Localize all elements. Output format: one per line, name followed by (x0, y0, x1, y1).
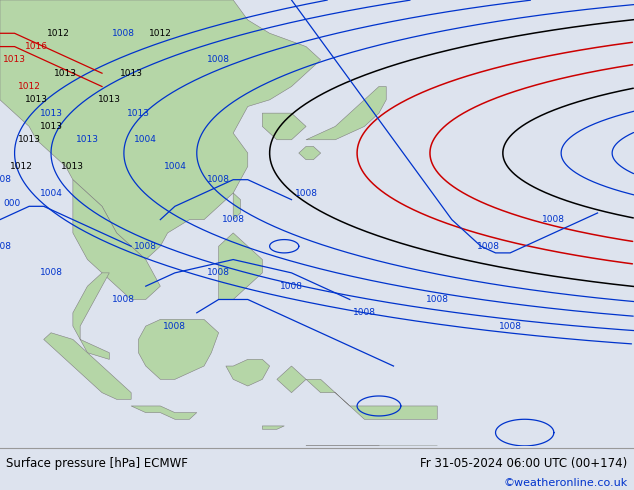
Text: 1008: 1008 (222, 215, 245, 224)
Text: 1008: 1008 (426, 295, 449, 304)
Text: 1013: 1013 (98, 96, 121, 104)
Text: 1013: 1013 (61, 162, 84, 171)
Text: 1004: 1004 (164, 162, 186, 171)
Text: 000: 000 (4, 199, 21, 208)
Text: Fr 31-05-2024 06:00 UTC (00+174): Fr 31-05-2024 06:00 UTC (00+174) (420, 457, 628, 469)
Text: 1008: 1008 (207, 269, 230, 277)
Text: 1008: 1008 (295, 189, 318, 197)
Text: 1013: 1013 (54, 69, 77, 78)
Text: 1013: 1013 (76, 135, 99, 144)
Text: 1004: 1004 (39, 189, 62, 197)
Text: 1008: 1008 (498, 321, 522, 331)
Text: 1012: 1012 (47, 29, 70, 38)
Text: 1004: 1004 (134, 135, 157, 144)
Text: 1012: 1012 (10, 162, 34, 171)
Text: 1008: 1008 (542, 215, 566, 224)
Text: 1013: 1013 (25, 96, 48, 104)
Text: 1008: 1008 (0, 242, 11, 251)
Text: 1012: 1012 (149, 29, 172, 38)
Text: 1008: 1008 (353, 308, 376, 318)
Text: ©weatheronline.co.uk: ©weatheronline.co.uk (503, 478, 628, 488)
Text: 1008: 1008 (0, 175, 11, 184)
Text: 1008: 1008 (112, 29, 136, 38)
Text: 1008: 1008 (112, 295, 136, 304)
Text: 1012: 1012 (18, 82, 41, 91)
Text: Surface pressure [hPa] ECMWF: Surface pressure [hPa] ECMWF (6, 457, 188, 469)
Text: 1008: 1008 (207, 175, 230, 184)
Text: 1013: 1013 (3, 55, 26, 64)
Text: 1016: 1016 (25, 42, 48, 51)
Text: 1008: 1008 (134, 242, 157, 251)
Text: 1013: 1013 (120, 69, 143, 78)
Text: 1008: 1008 (477, 242, 500, 251)
Text: 1013: 1013 (18, 135, 41, 144)
Text: 1008: 1008 (207, 55, 230, 64)
Text: 1008: 1008 (164, 321, 186, 331)
Text: 1008: 1008 (39, 269, 63, 277)
Text: 1013: 1013 (39, 122, 63, 131)
Text: 1013: 1013 (127, 109, 150, 118)
Text: 1013: 1013 (39, 109, 63, 118)
Text: 1008: 1008 (280, 282, 303, 291)
